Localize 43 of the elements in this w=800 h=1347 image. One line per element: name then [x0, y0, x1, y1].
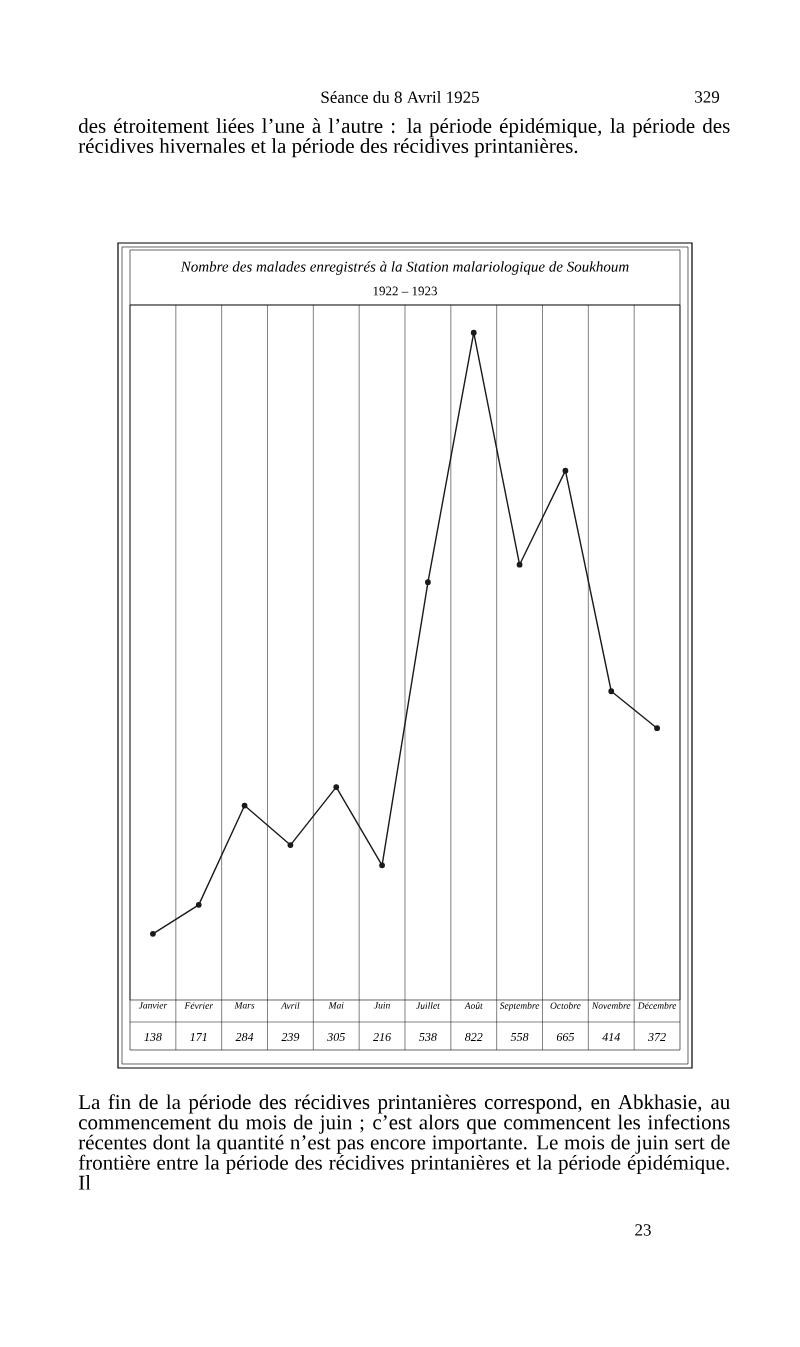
x-tick-label: Avril: [280, 1002, 300, 1009]
point: [654, 725, 660, 732]
point: [150, 930, 156, 937]
data-label: 171: [190, 1033, 207, 1041]
data-label: 538: [419, 1032, 437, 1042]
text: 329: [695, 91, 720, 103]
chart-title: Nombre des malades enregistrés à la Station malariologique de Soukhoum: [180, 261, 629, 275]
text: 23: [635, 1224, 651, 1236]
x-tick-label: Octobre: [550, 1002, 581, 1009]
x-tick-label: Janvier: [138, 1002, 168, 1009]
point: [608, 688, 615, 695]
data-label: 372: [648, 1032, 666, 1042]
point: [287, 842, 294, 848]
point: [195, 901, 202, 908]
x-tick-label: Septembre: [499, 1002, 540, 1011]
x-tick-label: Juillet: [416, 1002, 440, 1009]
text: La fin de la période des récidives printanières correspond, en Abkhasie, au commencement du mois de juin ; c’est alors que commencent les infections récentes dont la quantité n’est pas encore importante. Le mois de juin sert de frontière entre la période des récidives printanières et la période épidémique. Il: [78, 1094, 730, 1190]
data-label: 284: [235, 1032, 254, 1042]
x-tick-label: Février: [184, 1002, 214, 1009]
x-tick-label: Décembre: [637, 1002, 677, 1009]
chart-subtitle: 1922 – 1923: [373, 286, 437, 296]
text: des étroitement liées l’une à l’autre : la période épidémique, la période des récidives hivernales et la période des récidives printanières.: [78, 118, 730, 158]
data-label: 822: [465, 1032, 483, 1042]
point: [516, 561, 523, 568]
x-tick-label: Août: [464, 1002, 483, 1009]
x-tick-label: Juin: [374, 1002, 390, 1009]
data-label: 558: [510, 1032, 529, 1042]
x-tick-label: Mars: [234, 1002, 255, 1009]
text: Séance du 8 Avril 1925: [321, 91, 479, 103]
point: [379, 862, 385, 869]
data-label: 239: [281, 1032, 300, 1042]
x-tick-label: Mai: [328, 1002, 344, 1009]
data-label: 138: [144, 1032, 162, 1042]
point: [470, 329, 477, 336]
point: [333, 784, 340, 790]
data-label: 414: [602, 1033, 620, 1041]
point: [241, 802, 248, 809]
point: [562, 467, 569, 474]
point: [425, 579, 431, 586]
data-label: 216: [373, 1032, 392, 1042]
x-tick-label: Novembre: [591, 1002, 631, 1009]
data-label: 665: [556, 1032, 575, 1042]
data-label: 305: [327, 1032, 345, 1042]
